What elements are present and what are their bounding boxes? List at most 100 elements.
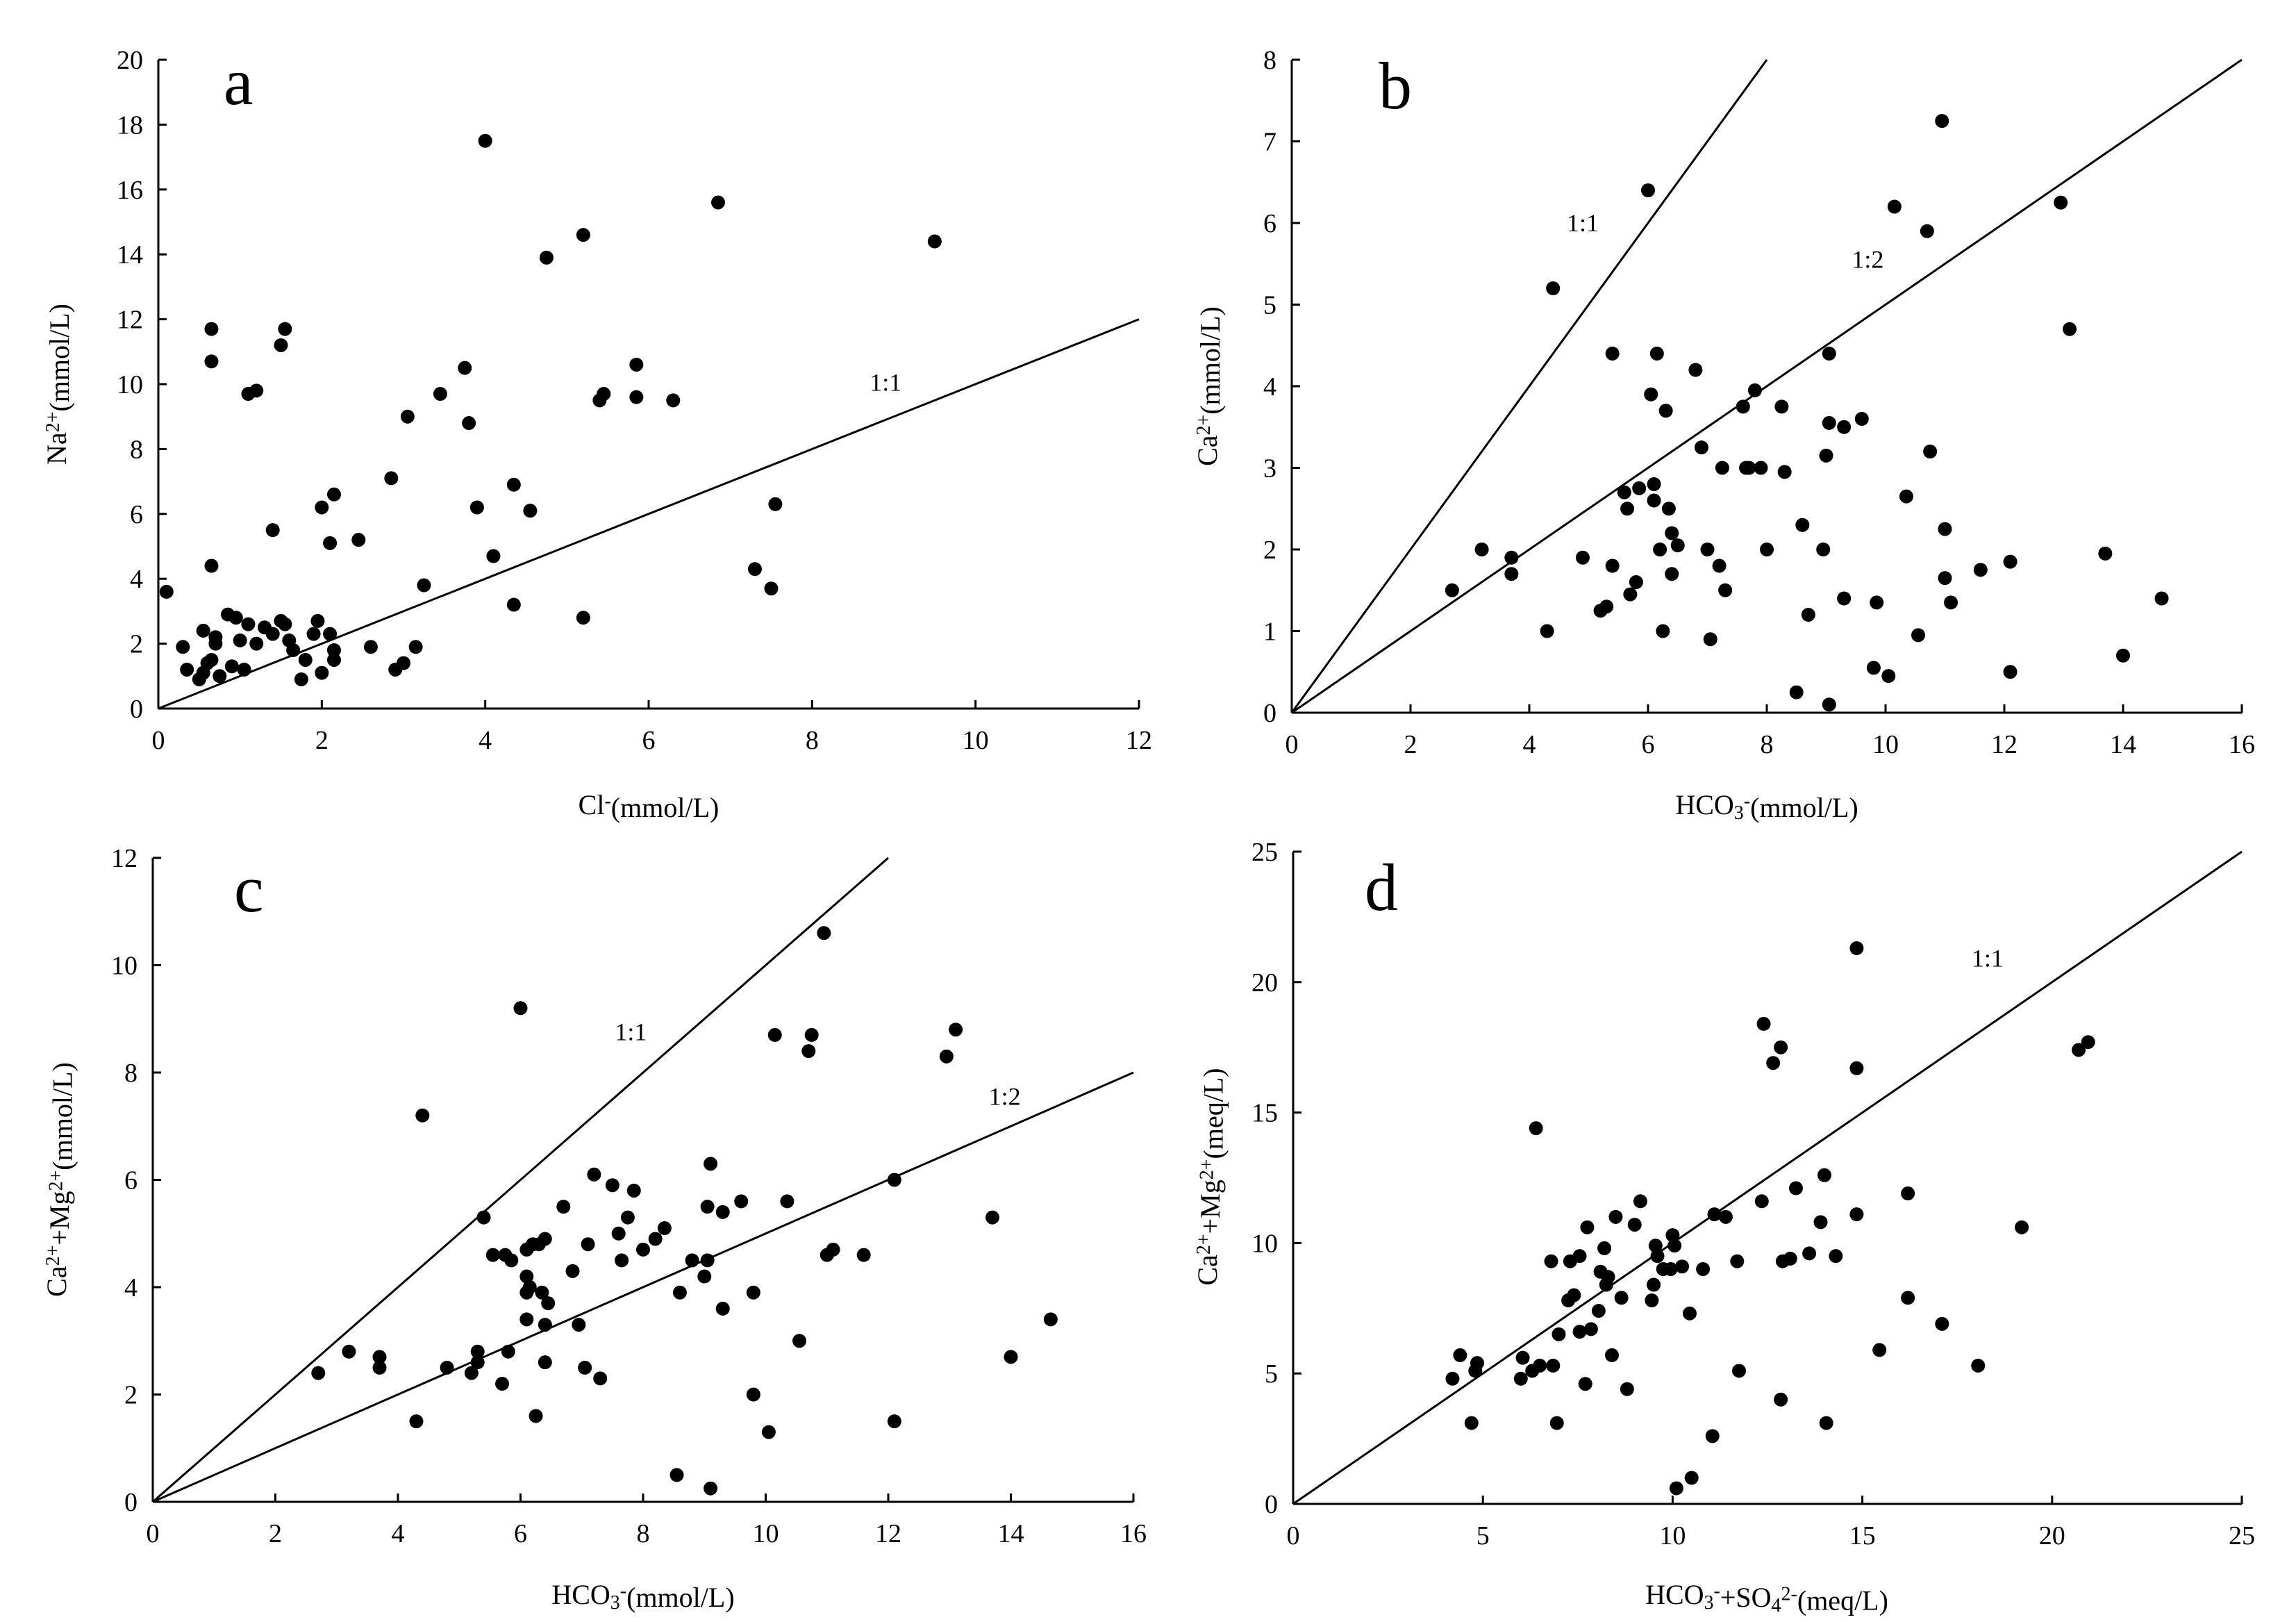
data-point — [2003, 665, 2018, 679]
data-point — [1696, 1261, 1711, 1276]
data-point — [1694, 440, 1708, 455]
data-point — [1578, 1377, 1592, 1391]
x-tick-label: 12 — [875, 1519, 901, 1548]
data-point — [715, 1205, 730, 1219]
data-point — [326, 643, 341, 657]
y-axis-title: Ca2+(mmol/L) — [1192, 306, 1226, 466]
x-tick-label: 2 — [315, 726, 328, 755]
data-point — [1533, 1358, 1547, 1373]
data-point — [1632, 481, 1647, 495]
data-point — [249, 636, 264, 651]
reference-line-1-1 — [1292, 850, 2243, 1505]
data-point — [1829, 1249, 1843, 1264]
panel-b: 0 2 4 6 8 10 12 14 160123456781:11:2bHCO3-(mmol/… — [1192, 46, 2255, 824]
data-point — [538, 1318, 552, 1332]
data-point — [700, 1253, 715, 1268]
x-tick-label: 5 — [1476, 1521, 1490, 1550]
data-point — [1938, 571, 1952, 586]
reference-line-1-1 — [152, 856, 889, 1503]
y-tick-label: 16 — [117, 176, 143, 205]
x-tick-label: 14 — [2110, 730, 2136, 759]
x-tick-label: 2 — [1404, 730, 1417, 759]
y-tick-label: 3 — [1263, 454, 1276, 483]
y-tick-label: 8 — [1263, 46, 1276, 75]
x-tick-label: 8 — [1761, 730, 1774, 759]
x-tick-label: 6 — [642, 726, 656, 755]
data-point — [204, 652, 219, 667]
data-point — [700, 1200, 715, 1214]
data-point — [495, 1377, 510, 1391]
data-point — [326, 487, 341, 502]
data-point — [1445, 1371, 1460, 1386]
data-point — [2054, 195, 2068, 210]
data-point — [1923, 445, 1938, 458]
panel-label: c — [234, 852, 264, 926]
data-point — [470, 1344, 485, 1359]
data-point — [856, 1248, 871, 1262]
x-tick-label: 0 — [152, 726, 165, 755]
data-point — [408, 640, 423, 654]
y-tick-label: 6 — [1263, 209, 1276, 238]
data-point — [1470, 1356, 1485, 1371]
data-point — [1866, 661, 1881, 675]
data-point — [538, 1232, 552, 1246]
data-point — [1649, 347, 1664, 361]
data-point — [1973, 563, 1988, 577]
data-point — [538, 1355, 552, 1370]
data-point — [1540, 624, 1554, 638]
data-point — [697, 1269, 712, 1284]
data-point — [572, 1318, 586, 1332]
y-tick-label: 15 — [1251, 1099, 1278, 1128]
data-point — [1620, 1382, 1634, 1396]
data-point — [1567, 1288, 1581, 1302]
data-point — [792, 1334, 807, 1348]
x-tick-label: 6 — [514, 1519, 527, 1548]
y-axis-title: Ca2++Mg2+(mmol/L) — [41, 1062, 78, 1297]
data-point — [1822, 697, 1836, 712]
x-tick-label: 25 — [2229, 1521, 2255, 1550]
data-point — [204, 322, 219, 336]
data-point — [1658, 404, 1673, 418]
panel-label: b — [1379, 49, 1412, 123]
data-point — [1705, 1429, 1720, 1443]
panel-c: 0 2 4 6 8 10 12 14 16 0 2 4 6 8 10 12 1:1 1:2 c HCO3-(mmol/… — [41, 844, 1147, 1614]
data-point — [1546, 281, 1561, 295]
data-point — [1665, 526, 1679, 540]
y-tick-label: 4 — [1263, 372, 1276, 402]
data-point — [1601, 1270, 1615, 1284]
data-point — [1849, 1061, 1864, 1075]
data-point — [746, 1387, 760, 1402]
data-point — [409, 1414, 424, 1429]
y-axis-title: Na2+(mmol/L) — [41, 304, 75, 465]
data-point — [486, 549, 501, 563]
data-point — [556, 1200, 571, 1214]
data-point — [565, 1264, 580, 1278]
data-point — [704, 1481, 718, 1496]
x-axis-title: Cl-(mmol/L) — [579, 789, 719, 823]
data-point — [1515, 1350, 1530, 1365]
data-point — [351, 533, 366, 547]
y-tick-label: 6 — [124, 1166, 138, 1195]
data-point — [1650, 1249, 1665, 1264]
x-tick-label: 4 — [1523, 730, 1536, 759]
data-point — [1715, 461, 1729, 475]
data-point — [1644, 387, 1658, 402]
data-point — [1670, 538, 1685, 553]
data-point — [180, 662, 194, 677]
x-tick-label: 8 — [806, 726, 819, 755]
data-point — [657, 1221, 672, 1236]
data-point — [1572, 1249, 1587, 1264]
data-point — [1756, 1016, 1771, 1031]
data-point — [1682, 1306, 1697, 1321]
data-point — [746, 1285, 760, 1300]
data-point — [1608, 1209, 1623, 1224]
y-tick-label: 20 — [1251, 968, 1278, 998]
panel-a: 0 2 4 6 8 10 12 0 2 4 6 8 10 12 14 16 18 20 1:1 a Cl-(mmol/L… — [41, 44, 1152, 823]
data-point — [539, 250, 554, 265]
data-point — [529, 1409, 543, 1423]
data-point — [636, 1242, 650, 1257]
data-point — [1669, 1481, 1683, 1496]
y-tick-label: 8 — [130, 435, 143, 464]
data-point — [196, 665, 210, 680]
data-point — [747, 562, 762, 577]
